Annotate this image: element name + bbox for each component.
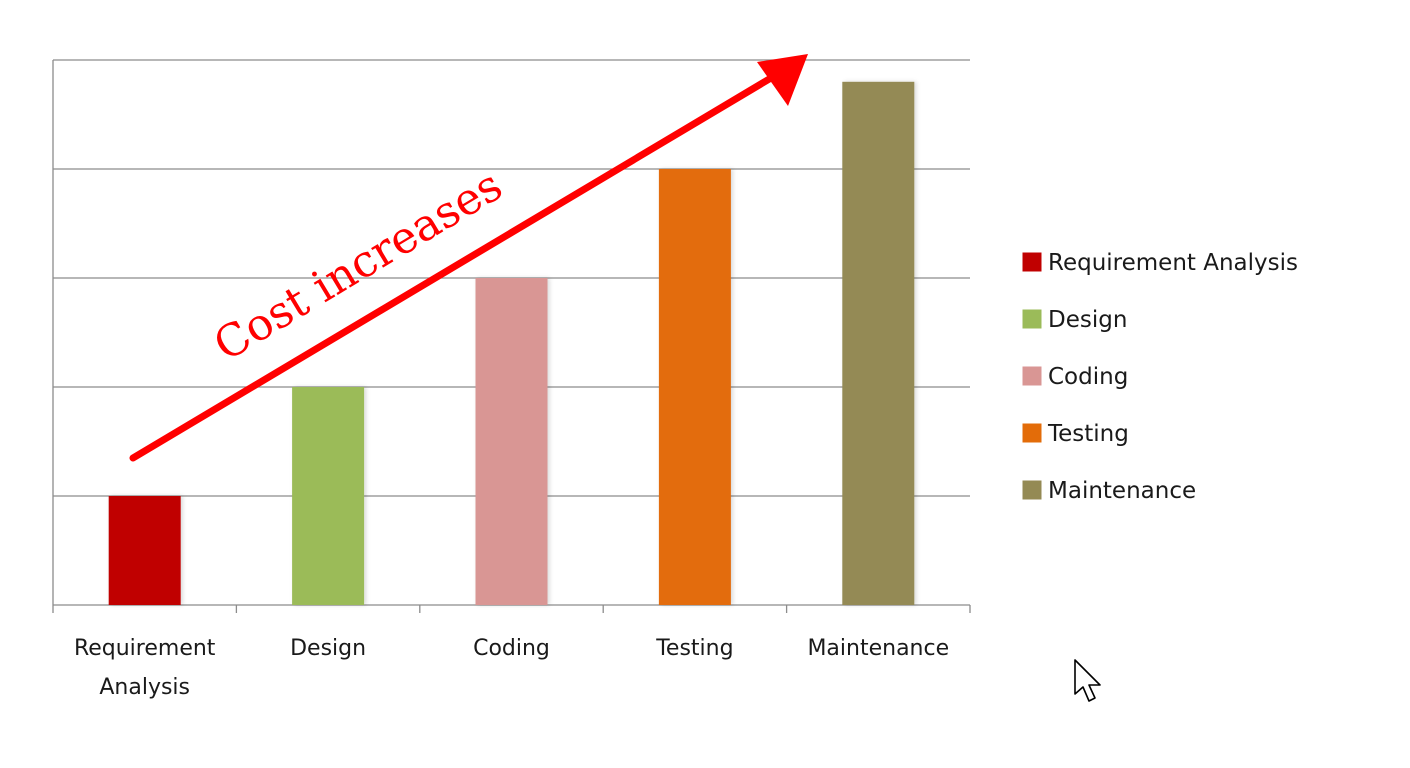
legend: Requirement Analysis Design Coding Testing M… <box>1021 250 1298 504</box>
legend-label-requirement-analysis: Requirement Analysis <box>1048 250 1298 276</box>
legend-swatch-coding <box>1021 365 1043 387</box>
bar-maintenance <box>842 81 915 606</box>
legend-swatch-design <box>1021 308 1043 330</box>
bars <box>108 81 915 606</box>
legend-label-coding: Coding <box>1048 364 1128 390</box>
x-tick-label: Testing <box>655 636 733 661</box>
category-labels: Requirement Analysis Design Coding Testing Ma… <box>74 636 949 700</box>
bar-design <box>292 387 365 605</box>
arrow-head-icon <box>757 54 808 106</box>
x-tick-label: Analysis <box>99 675 190 700</box>
legend-label-maintenance: Maintenance <box>1048 478 1196 504</box>
bar-requirement-analysis <box>108 496 181 605</box>
x-tick-label: Design <box>290 636 366 661</box>
bar-testing <box>658 169 731 605</box>
legend-label-testing: Testing <box>1047 421 1129 447</box>
x-tick-label: Requirement <box>74 636 216 661</box>
x-tick-label: Coding <box>473 636 550 661</box>
annotation-text: Cost increases <box>205 160 511 372</box>
legend-label-design: Design <box>1048 307 1127 333</box>
mouse-pointer-icon <box>1074 659 1101 702</box>
legend-swatch-requirement-analysis <box>1021 251 1043 273</box>
arrow-shaft <box>129 71 780 462</box>
x-tick-label: Maintenance <box>807 636 949 661</box>
legend-swatch-maintenance <box>1021 479 1043 501</box>
legend-swatch-testing <box>1021 422 1043 444</box>
bar-coding <box>475 278 548 605</box>
